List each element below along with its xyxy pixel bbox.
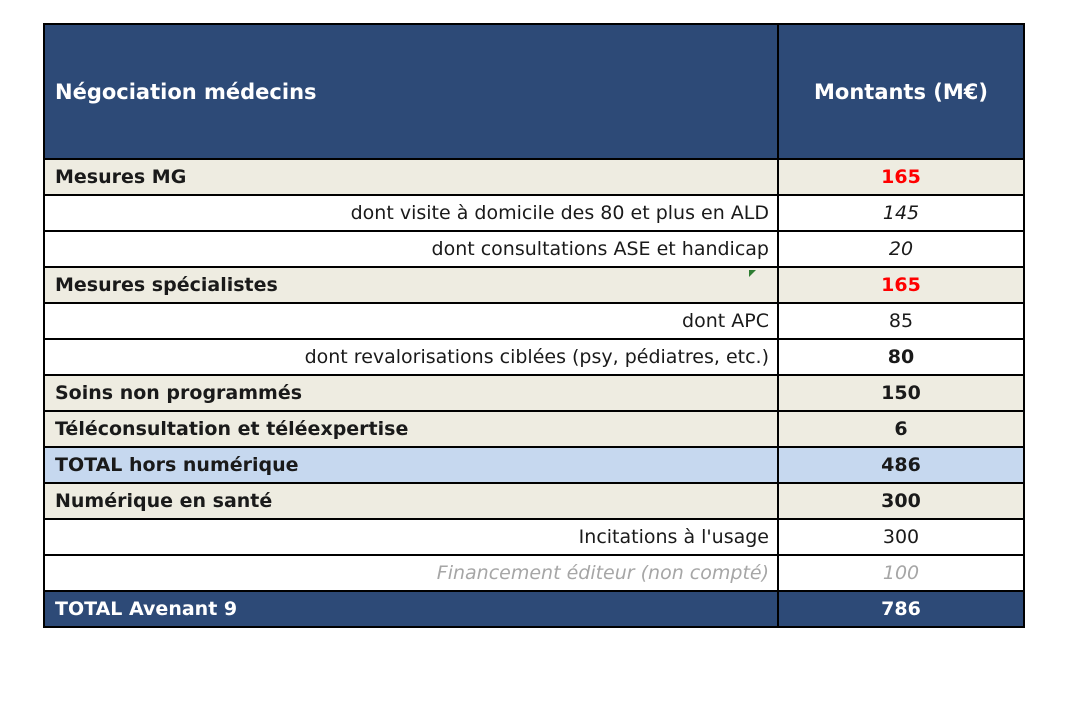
- table-row-revalorisations: dont revalorisations ciblées (psy, pédia…: [43, 338, 1025, 376]
- row-amount: 85: [777, 302, 1025, 340]
- table-row-mesures-specialistes: Mesures spécialistes 165: [43, 266, 1025, 304]
- table-row-soins-non-programmes: Soins non programmés 150: [43, 374, 1025, 412]
- row-label: Incitations à l'usage: [43, 518, 779, 556]
- row-amount: 6: [777, 410, 1025, 448]
- table-row-financement-editeur: Financement éditeur (non compté) 100: [43, 554, 1025, 592]
- table-row-numerique-sante: Numérique en santé 300: [43, 482, 1025, 520]
- row-label: Soins non programmés: [43, 374, 779, 412]
- row-label: Numérique en santé: [43, 482, 779, 520]
- row-amount: 300: [777, 482, 1025, 520]
- table-row-total-hors-numerique: TOTAL hors numérique 486: [43, 446, 1025, 484]
- row-amount: 100: [777, 554, 1025, 592]
- header-label-cell: Négociation médecins: [43, 23, 779, 160]
- row-label: TOTAL hors numérique: [43, 446, 779, 484]
- table-row-teleconsultation: Téléconsultation et téléexpertise 6: [43, 410, 1025, 448]
- row-label: Mesures MG: [43, 158, 779, 196]
- row-amount: 145: [777, 194, 1025, 232]
- row-label: dont visite à domicile des 80 et plus en…: [43, 194, 779, 232]
- row-amount: 486: [777, 446, 1025, 484]
- table-row-incitations-usage: Incitations à l'usage 300: [43, 518, 1025, 556]
- table-header-row: Négociation médecins Montants (M€): [43, 23, 1025, 160]
- header-amount-cell: Montants (M€): [777, 23, 1025, 160]
- row-amount: 165: [777, 158, 1025, 196]
- negotiation-amounts-table: Négociation médecins Montants (M€) Mesur…: [43, 23, 1025, 628]
- table-row-mesures-mg: Mesures MG 165: [43, 158, 1025, 196]
- row-label: Mesures spécialistes: [43, 266, 779, 304]
- comment-indicator-icon: [749, 270, 756, 277]
- row-amount: 300: [777, 518, 1025, 556]
- row-label: dont APC: [43, 302, 779, 340]
- row-label: Téléconsultation et téléexpertise: [43, 410, 779, 448]
- table-row-total-avenant: TOTAL Avenant 9 786: [43, 590, 1025, 628]
- table-row-apc: dont APC 85: [43, 302, 1025, 340]
- row-amount: 165: [777, 266, 1025, 304]
- table-row-consultations-ase: dont consultations ASE et handicap 20: [43, 230, 1025, 268]
- row-label: Financement éditeur (non compté): [43, 554, 779, 592]
- row-amount: 786: [777, 590, 1025, 628]
- row-label: dont consultations ASE et handicap: [43, 230, 779, 268]
- row-amount: 150: [777, 374, 1025, 412]
- table-row-visite-domicile: dont visite à domicile des 80 et plus en…: [43, 194, 1025, 232]
- row-amount: 20: [777, 230, 1025, 268]
- row-amount: 80: [777, 338, 1025, 376]
- row-label: TOTAL Avenant 9: [43, 590, 779, 628]
- row-label: dont revalorisations ciblées (psy, pédia…: [43, 338, 779, 376]
